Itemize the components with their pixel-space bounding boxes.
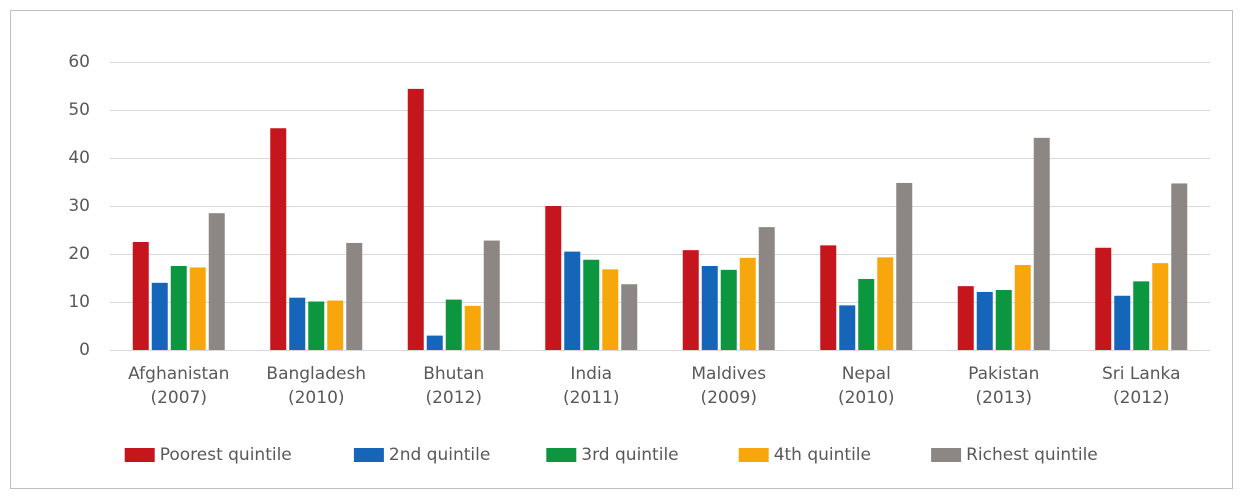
x-tick-label-line: (2007) [150, 388, 207, 408]
x-tick-label-line: (2010) [288, 388, 345, 408]
x-tick-label-line: (2013) [975, 388, 1032, 408]
y-tick-label: 0 [79, 340, 90, 360]
bar [995, 290, 1012, 350]
x-tick-label-line: Bhutan [423, 364, 484, 384]
bar [1152, 263, 1169, 350]
bar [621, 284, 638, 350]
bar [896, 182, 913, 350]
y-tick-label: 30 [68, 196, 90, 216]
bar [820, 245, 837, 350]
bar [877, 257, 894, 350]
bar [682, 250, 699, 350]
bar [170, 266, 187, 350]
bar [445, 299, 462, 350]
bar [189, 267, 206, 350]
bar [957, 286, 974, 350]
bar [308, 301, 325, 350]
bar [1133, 281, 1150, 350]
bar [407, 88, 424, 350]
bar [1114, 295, 1131, 350]
bar [564, 251, 581, 350]
x-tick-label: Nepal (2010) [838, 364, 895, 408]
bar [720, 269, 737, 350]
y-tick-label: 20 [68, 244, 90, 264]
bar [583, 259, 600, 350]
y-tick-label: 10 [68, 292, 90, 312]
x-tick-label-line: (2011) [563, 388, 620, 408]
bar [327, 300, 344, 350]
bar [1014, 265, 1031, 350]
y-tick-label: 40 [68, 148, 90, 168]
legend-label: 3rd quintile [581, 445, 678, 465]
bar [701, 266, 718, 350]
x-tick-label: Bangladesh (2010) [266, 364, 366, 408]
bar [839, 305, 856, 350]
x-tick-label: Sri Lanka (2012) [1102, 364, 1181, 408]
bar [1171, 183, 1188, 350]
legend-swatch [546, 448, 577, 462]
legend-swatch [124, 448, 155, 462]
x-tick-label-line: Bangladesh [266, 364, 366, 384]
bar [1095, 247, 1112, 350]
bar [976, 291, 993, 350]
legend-label: Poorest quintile [160, 445, 292, 465]
bar [758, 227, 775, 350]
x-tick-label-line: (2009) [700, 388, 757, 408]
bar [208, 213, 225, 350]
legend-swatch [931, 448, 962, 462]
x-tick-label-line: (2010) [838, 388, 895, 408]
x-tick-label: Pakistan (2013) [968, 364, 1039, 408]
x-tick-label-line: Afghanistan [128, 364, 229, 384]
bar [858, 278, 875, 350]
bar [1033, 137, 1050, 350]
y-tick-label: 60 [68, 52, 90, 72]
bar [132, 242, 149, 350]
x-tick-label-line: (2012) [425, 388, 482, 408]
bar [545, 206, 562, 350]
x-tick-label: India (2011) [563, 364, 620, 408]
legend-label: Richest quintile [966, 445, 1098, 465]
legend-label: 4th quintile [774, 445, 871, 465]
x-tick-label-line: Maldives [691, 364, 766, 384]
bar [346, 242, 363, 350]
x-tick-label-line: Sri Lanka [1102, 364, 1181, 384]
x-tick-label: Bhutan (2012) [423, 364, 484, 408]
x-tick-label: Maldives (2009) [691, 364, 766, 408]
x-tick-label-line: (2012) [1113, 388, 1170, 408]
x-tick-label-line: India [570, 364, 612, 384]
y-tick-label: 50 [68, 100, 90, 120]
bar [602, 269, 619, 350]
bar [483, 240, 500, 350]
x-tick-label-line: Nepal [842, 364, 891, 384]
x-tick-label-line: Pakistan [968, 364, 1039, 384]
legend-label: 2nd quintile [389, 445, 490, 465]
bar [289, 297, 306, 350]
bar [270, 128, 287, 350]
x-tick-label: Afghanistan (2007) [128, 364, 229, 408]
bar [464, 305, 481, 350]
bar [151, 282, 168, 350]
legend-swatch [738, 448, 769, 462]
bar [739, 257, 756, 350]
bar [426, 335, 443, 350]
legend-swatch [353, 448, 384, 462]
